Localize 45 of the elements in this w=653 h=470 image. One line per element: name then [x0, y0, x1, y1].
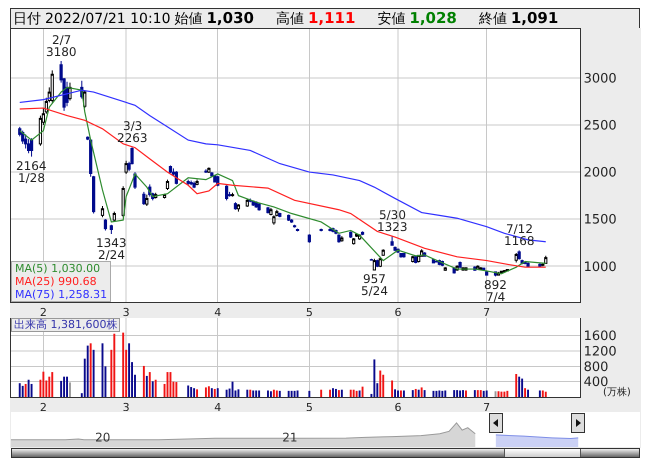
x-tick-label: 6 — [394, 401, 402, 414]
annotation: 892 7/4 — [484, 278, 507, 304]
x-tick-label: 4 — [214, 306, 222, 320]
x-tick-label: 5 — [306, 306, 313, 320]
y-tick-label: 3000 — [584, 72, 617, 86]
annotation: 2/7 3180 — [46, 33, 77, 59]
x-tick-label: 3 — [122, 401, 130, 414]
text: 2022/07/21 10:10 — [45, 11, 170, 27]
y-tick-label: 800 — [584, 360, 608, 375]
x-tick-label: 6 — [394, 306, 402, 320]
x-tick-label: 7 — [483, 306, 490, 320]
text: 1,028 — [409, 9, 457, 27]
x-tick-label: 7 — [483, 401, 490, 414]
x-tick-label: 2 — [40, 401, 47, 414]
y-tick-label: 2500 — [584, 118, 617, 134]
text: 1,091 — [510, 9, 558, 27]
text: 日付 — [13, 11, 41, 27]
annotation: 1343 2/24 — [96, 236, 127, 262]
annotation: 7/12 1168 — [504, 222, 535, 248]
x-tick-label: 4 — [214, 401, 222, 414]
text: 安値 — [377, 11, 406, 27]
text: MA(5) 1,030.00 — [15, 262, 102, 275]
text: 終値 — [478, 11, 507, 27]
chart-title: 出来高 1,381,600株 — [11, 318, 120, 332]
y-tick-label: 1600 — [584, 329, 617, 344]
y-axis-title: (万株) — [603, 386, 631, 398]
y-tick-label: 2000 — [584, 166, 617, 181]
annotation: 2164 1/28 — [16, 159, 47, 185]
y-tick-label: 1500 — [584, 212, 617, 228]
text: 高値 — [276, 11, 304, 27]
text: 1,030 — [206, 9, 254, 27]
text: 1,111 — [308, 9, 356, 27]
annotation: 957 5/24 — [361, 272, 388, 298]
x-tick-label: 2 — [40, 306, 47, 320]
x-tick-label: 20 — [95, 430, 110, 445]
x-tick-label: 21 — [282, 430, 298, 445]
annotation: 5/30 1323 — [377, 208, 408, 234]
y-tick-label: 1200 — [584, 344, 617, 360]
text: 始値 — [174, 11, 202, 27]
text: MA(25) 990.68 — [15, 275, 98, 288]
annotation: 3/3 2263 — [117, 119, 148, 145]
y-tick-label: 1000 — [584, 260, 617, 275]
x-tick-label: 3 — [122, 306, 130, 320]
x-tick-label: 5 — [306, 401, 313, 414]
text: MA(75) 1,258.31 — [15, 288, 108, 301]
